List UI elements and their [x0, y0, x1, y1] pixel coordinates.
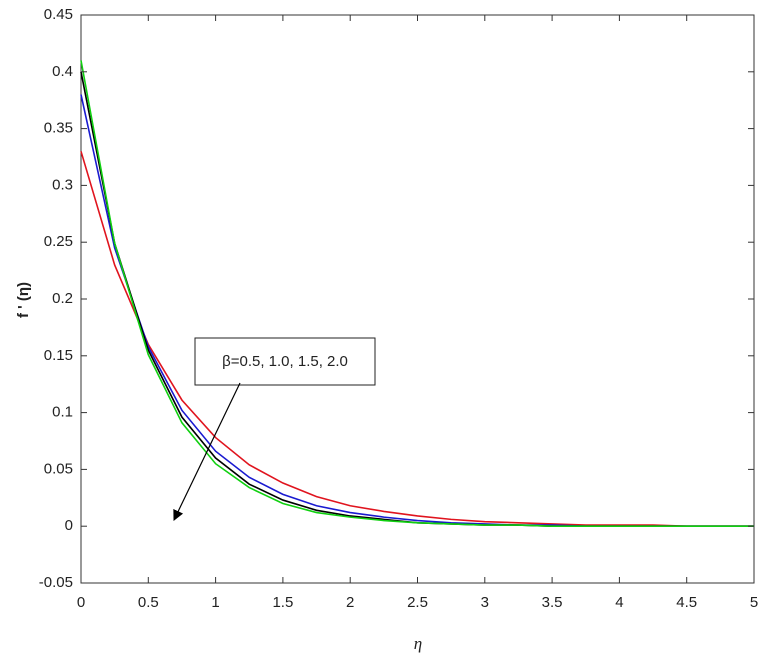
y-tick-label: 0.35: [44, 120, 73, 137]
series-line: [80, 71, 754, 527]
x-tick-label: 2.5: [407, 594, 428, 611]
series-group: [80, 60, 754, 527]
x-axis-label: η: [414, 634, 422, 653]
y-tick-label: 0.25: [44, 233, 73, 250]
y-tick-label: 0.4: [52, 63, 73, 80]
x-tick-label: 1.5: [272, 594, 293, 611]
x-tick-label: 2: [346, 594, 354, 611]
annotation-arrow: [173, 382, 241, 521]
x-tick-label: 3: [481, 594, 489, 611]
y-axis-label: f ' (η): [15, 282, 32, 318]
y-tick-label: 0.2: [52, 290, 73, 307]
y-tick-label: 0: [65, 517, 73, 534]
y-tick-label: -0.05: [39, 574, 73, 591]
series-line: [80, 151, 754, 527]
y-tick-label: 0.3: [52, 176, 73, 193]
x-tick-label: 3.5: [542, 594, 563, 611]
annotation-box: [194, 337, 376, 386]
x-tick-label: 4.5: [676, 594, 697, 611]
annotation: β=0.5, 1.0, 1.5, 2.0: [222, 353, 348, 370]
x-tick-label: 0.5: [138, 594, 159, 611]
y-tick-label: 0.15: [44, 347, 73, 364]
y-tick-label: 0.1: [52, 404, 73, 421]
x-tick-label: 0: [77, 594, 85, 611]
series-line: [80, 60, 754, 527]
x-tick-label: 4: [615, 594, 623, 611]
y-tick-label: 0.45: [44, 6, 73, 23]
plot-frame: [80, 14, 755, 584]
x-tick-label: 1: [211, 594, 219, 611]
x-tick-label: 5: [750, 594, 758, 611]
y-tick-label: 0.05: [44, 460, 73, 477]
series-line: [80, 94, 754, 527]
